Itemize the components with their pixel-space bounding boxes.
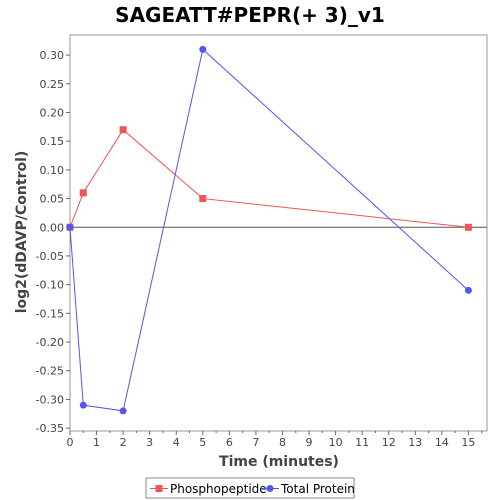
y-tick-label: 0.20: [40, 106, 65, 119]
total-protein-point: [119, 407, 127, 415]
y-tick-label: -0.35: [36, 422, 64, 435]
legend: Phosphopeptide Total Protein: [145, 477, 355, 499]
plot-area: [69, 34, 488, 432]
y-tick-label: 0.10: [40, 164, 65, 177]
x-tick-label: 4: [173, 436, 180, 449]
legend-total-protein-label: Total Protein: [280, 482, 355, 496]
y-tick-label: 0.05: [40, 193, 65, 206]
x-tick-label: 2: [120, 436, 127, 449]
x-tick-label: 7: [252, 436, 259, 449]
x-tick-label: 5: [199, 436, 206, 449]
plot-border: [69, 34, 488, 432]
chart-title: SAGEATT#PEPR(+ 3)_v1: [115, 3, 385, 27]
total-protein-point: [199, 45, 207, 53]
y-tick-label: -0.25: [36, 365, 64, 378]
legend-total-protein-marker: [266, 485, 274, 492]
total-protein-point: [66, 223, 74, 231]
x-tick-label: 12: [382, 436, 396, 449]
x-tick-label: 9: [306, 436, 313, 449]
y-tick-label: -0.05: [36, 250, 64, 263]
y-tick-label: 0.00: [40, 221, 65, 234]
y-tick-label: -0.10: [36, 279, 64, 292]
x-axis: 0 1 2 3 4 5 6 7 8 9 10 11 12 13 14 15: [67, 431, 483, 449]
y-tick-label: -0.15: [36, 307, 64, 320]
legend-box: [145, 477, 355, 499]
x-tick-label: 14: [435, 436, 449, 449]
x-tick-label: 3: [146, 436, 153, 449]
x-tick-label: 11: [355, 436, 369, 449]
x-axis-label: Time (minutes): [219, 454, 339, 470]
y-axis-label: log2(dDAVP/Control): [14, 151, 30, 314]
y-tick-label: -0.30: [36, 393, 64, 406]
series-layer: [66, 45, 472, 415]
legend-phosphopeptide-marker: [155, 485, 163, 492]
phosphopeptide-point: [119, 126, 127, 134]
legend-phosphopeptide-label: Phosphopeptide: [170, 482, 267, 496]
y-tick-label: 0.25: [40, 78, 65, 91]
phosphopeptide-point: [79, 189, 87, 197]
x-tick-label: 13: [408, 436, 422, 449]
x-tick-label: 15: [461, 436, 475, 449]
series-total-protein: [66, 45, 472, 415]
total-protein-point: [79, 401, 87, 409]
x-tick-label: 0: [67, 436, 74, 449]
y-tick-label: 0.30: [40, 49, 65, 62]
x-tick-label: 8: [279, 436, 286, 449]
y-tick-label: 0.15: [40, 135, 65, 148]
y-tick-label: -0.20: [36, 336, 64, 349]
phosphopeptide-point: [464, 223, 472, 231]
total-protein-point: [464, 286, 472, 294]
y-axis: -0.35 -0.30 -0.25 -0.20 -0.15 -0.10 -0.05 0.00 0…: [36, 49, 70, 435]
x-tick-label: 6: [226, 436, 233, 449]
x-tick-label: 1: [93, 436, 100, 449]
phosphopeptide-point: [199, 195, 207, 203]
x-tick-label: 10: [329, 436, 343, 449]
